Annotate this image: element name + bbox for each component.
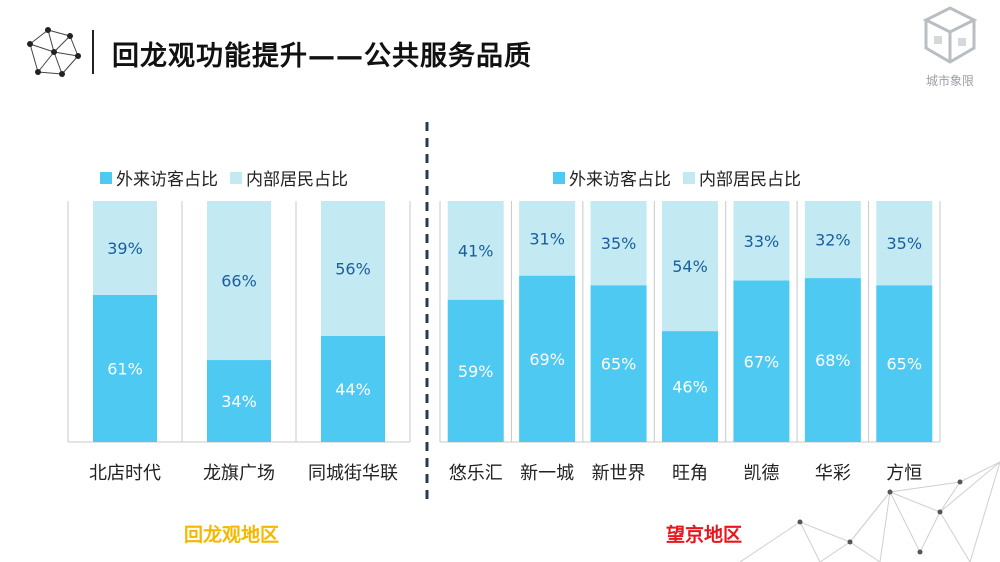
data-label-visitor: 69% [529,350,565,369]
legend-item-visitor: 外来访客占比 [100,165,218,190]
legend-swatch-visitor [100,171,112,184]
data-label-resident: 54% [672,257,708,276]
category-label: 同城街华联 [308,463,398,484]
category-label: 新一城 [520,463,574,484]
bar-resident [733,201,790,281]
data-label-resident: 35% [601,234,637,253]
legend-label: 内部居民占比 [246,170,348,190]
data-label-visitor: 65% [887,355,923,374]
category-label: 北店时代 [89,463,161,484]
bar-visitor [876,285,933,442]
category-label: 凯德 [743,463,779,484]
bar-visitor [321,335,385,442]
bar-visitor [733,280,790,442]
category-label: 华彩 [815,463,851,484]
data-label-resident: 35% [887,234,923,253]
data-label-visitor: 46% [672,378,708,397]
data-label-visitor: 65% [601,355,637,374]
region-label-wangjing: 望京地区 [666,524,743,546]
data-label-visitor: 34% [221,392,257,411]
legend-item-resident: 内部居民占比 [230,165,348,190]
bar-resident [519,201,576,276]
logo: 城市象限 [914,4,986,94]
bar-visitor [590,285,647,442]
bar-resident [447,201,504,300]
bar-resident [207,201,271,361]
bar-resident [93,201,157,295]
bar-visitor [662,331,718,442]
data-label-resident: 31% [529,229,565,248]
bar-resident [804,201,861,279]
header [18,22,718,82]
network-icon [27,27,81,77]
bar-resident [662,201,718,332]
data-label-resident: 32% [815,231,851,250]
legend-swatch-resident [230,171,242,184]
legend-label: 外来访客占比 [116,170,218,190]
data-label-resident: 56% [335,259,371,278]
category-label: 方恒 [886,463,922,484]
cube-logo-icon [922,6,978,64]
data-label-visitor: 59% [458,362,494,381]
data-label-resident: 33% [744,232,780,251]
data-label-resident: 39% [107,239,143,258]
bar-visitor [93,294,157,442]
legend-swatch-visitor [553,171,565,184]
bar-visitor [207,360,271,442]
bar-resident [590,201,647,286]
legend-label: 内部居民占比 [699,170,801,190]
legend-label: 外来访客占比 [569,170,671,190]
region-label-huilongguan: 回龙观地区 [184,524,280,546]
legend-item-visitor: 外来访客占比 [553,165,671,190]
data-label-resident: 66% [221,272,257,291]
legend-item-resident: 内部居民占比 [683,165,801,190]
category-label: 旺角 [672,463,708,484]
category-label: 龙旗广场 [203,463,275,484]
bar-visitor [447,299,504,442]
legend-left: 外来访客占比 内部居民占比 [100,165,348,190]
category-label: 新世界 [592,463,646,484]
bar-resident [321,201,385,336]
legend-right: 外来访客占比 内部居民占比 [553,165,801,190]
data-label-resident: 41% [458,241,494,260]
data-label-visitor: 44% [335,380,371,399]
data-label-visitor: 68% [815,351,851,370]
category-label: 悠乐汇 [449,463,503,484]
bar-visitor [804,278,861,442]
logo-text: 城市象限 [925,74,974,88]
bar-visitor [519,275,576,442]
legend-swatch-resident [683,171,695,184]
title-divider [92,30,94,74]
corner-mesh-decoration [740,461,1000,562]
data-label-visitor: 67% [744,352,780,371]
data-label-visitor: 61% [107,359,143,378]
page-title: 回龙观功能提升——公共服务品质 [112,41,532,72]
bar-resident [876,201,933,286]
